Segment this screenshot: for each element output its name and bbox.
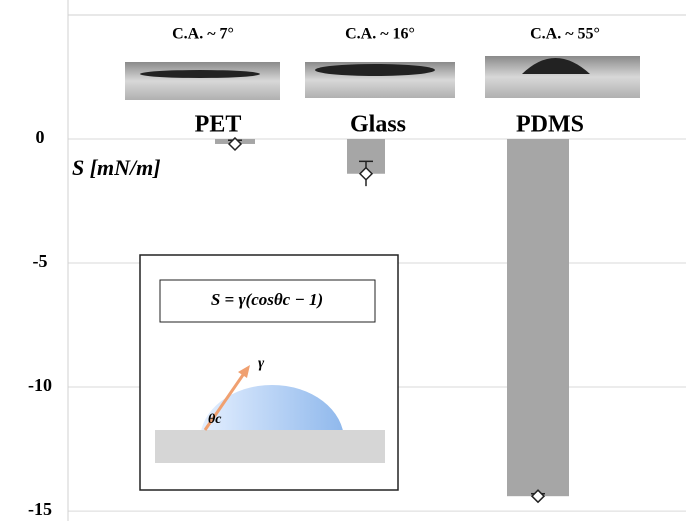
y-tick-label: -5 <box>33 251 48 271</box>
droplet <box>140 70 260 78</box>
bar <box>507 139 569 496</box>
y-tick-label: -10 <box>28 375 52 395</box>
substrate <box>155 430 385 463</box>
droplet <box>315 64 435 76</box>
chart: 0 -5 -10 -15 S = γ(cosθc − 1) γ θc S [mN/m]… <box>0 0 686 521</box>
y-axis-label: S [mN/m] <box>72 155 161 180</box>
category-label: Glass <box>350 112 406 138</box>
category-label: PET <box>195 112 242 138</box>
contact-angle-label: C.A. ~ 55° <box>530 26 600 43</box>
contact-angle-label: C.A. ~ 16° <box>345 26 415 43</box>
gamma-label: γ <box>258 355 265 371</box>
page: 0 -5 -10 -15 S = γ(cosθc − 1) γ θc S [mN/m]… <box>0 0 686 521</box>
photo <box>125 62 280 100</box>
y-tick-label: 0 <box>36 127 45 147</box>
contact-angle-label: C.A. ~ 7° <box>172 26 234 43</box>
category-label: PDMS <box>516 112 584 138</box>
theta-label: θc <box>208 412 222 427</box>
inset: S = γ(cosθc − 1) γ θc <box>140 255 398 495</box>
y-tick-label: -15 <box>28 499 52 519</box>
droplet-photos <box>125 56 640 100</box>
formula: S = γ(cosθc − 1) <box>211 290 323 309</box>
